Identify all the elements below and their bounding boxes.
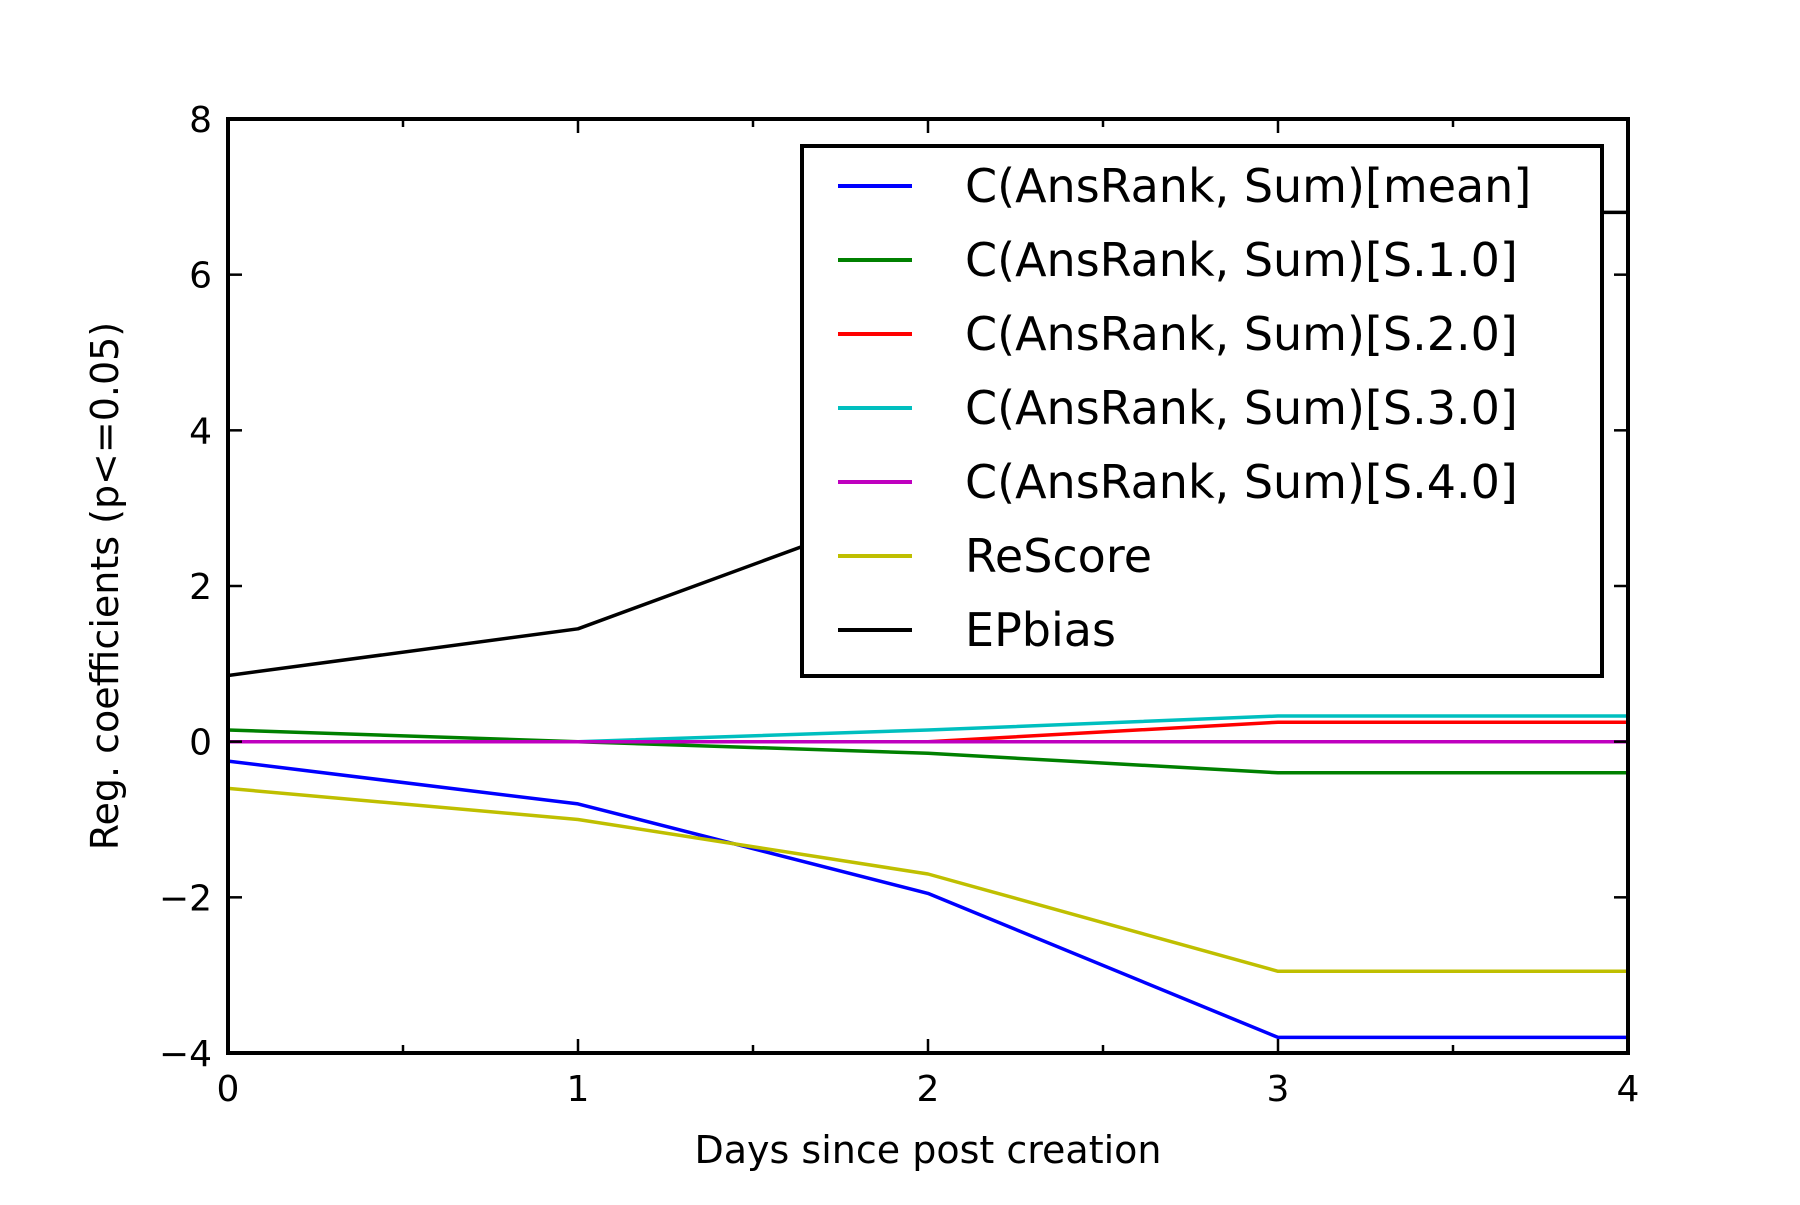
y-tick-label: 6 [189,256,212,297]
x-tick-label: 3 [1267,1069,1290,1110]
legend-label: C(AnsRank, Sum)[S.3.0] [965,381,1518,435]
x-axis-label: Days since post creation [695,1128,1162,1172]
x-tick-label: 2 [917,1069,940,1110]
legend-label: C(AnsRank, Sum)[S.2.0] [965,307,1518,361]
ticks-layer [226,117,1630,1055]
y-tick-label: −4 [159,1034,212,1075]
x-tick-label: 1 [567,1069,590,1110]
y-axis-label: Reg. coefficients (p<=0.05) [83,322,127,850]
y-tick-label: 2 [189,567,212,608]
y-tick-label: 0 [189,723,212,764]
legend-label: C(AnsRank, Sum)[S.1.0] [965,233,1518,287]
series-line-3 [228,720,1628,744]
legend-entry: ReScore [838,529,1152,583]
series-line-6 [228,786,1628,974]
series-line-2 [228,728,1628,775]
legend-label: EPbias [965,603,1116,657]
legend-entry: C(AnsRank, Sum)[S.1.0] [838,233,1518,287]
legend-entry: C(AnsRank, Sum)[mean] [838,159,1531,213]
legend-entry: C(AnsRank, Sum)[S.4.0] [838,455,1518,509]
legend-label: ReScore [965,529,1152,583]
legend: C(AnsRank, Sum)[mean] C(AnsRank, Sum)[S.1… [800,144,1604,678]
legend-box [800,144,1604,678]
legend-label: C(AnsRank, Sum)[mean] [965,159,1531,213]
legend-entry: C(AnsRank, Sum)[S.3.0] [838,381,1518,435]
legend-items: C(AnsRank, Sum)[mean] C(AnsRank, Sum)[S.1… [838,159,1531,657]
y-tick-label: −2 [159,878,212,919]
x-tick-label: 0 [217,1069,240,1110]
y-tick-label: 8 [189,100,212,141]
y-tick-label: 4 [189,411,212,452]
series-line-1 [228,759,1628,1040]
legend-entry: C(AnsRank, Sum)[S.2.0] [838,307,1518,361]
legend-label: C(AnsRank, Sum)[S.4.0] [965,455,1518,509]
legend-entry: EPbias [838,603,1116,657]
tick-labels-layer: 0 1 2 3 4 −4 −2 0 2 4 6 8 [159,100,1640,1110]
x-tick-label: 4 [1617,1069,1640,1110]
